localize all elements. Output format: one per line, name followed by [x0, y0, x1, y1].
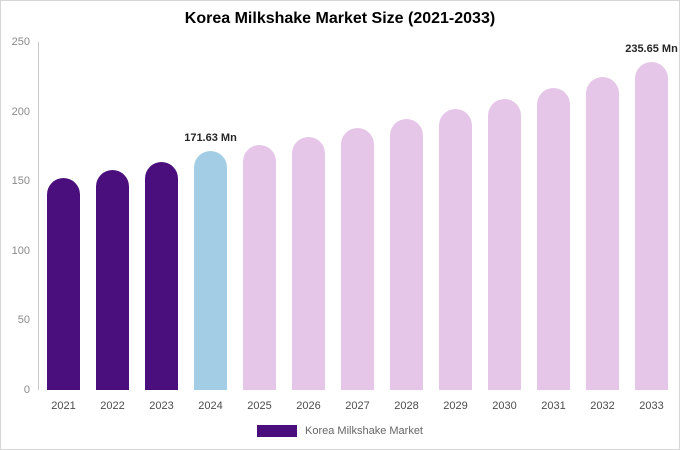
plot-box: 2021 2022 2023 2024 171.63 Mn 2025 2026 2027 202… [38, 42, 678, 412]
bar-2024 [194, 151, 227, 390]
bar-2030 [488, 99, 521, 390]
bar-2029 [439, 108, 472, 390]
value-label: 171.63 Mn [184, 132, 237, 145]
bar-column-2028: 2028 [382, 42, 431, 412]
bar-column-2030: 2030 [480, 42, 529, 412]
bar-column-2033: 2033 235.65 Mn [625, 42, 678, 412]
bar-2022 [96, 170, 129, 390]
y-tick-label: 250 [11, 36, 30, 48]
x-axis-label: 2031 [541, 400, 566, 412]
bar-2032 [586, 76, 619, 390]
y-tick-label: 100 [11, 244, 30, 257]
x-axis-label: 2026 [296, 400, 321, 412]
x-axis-label: 2022 [100, 400, 125, 412]
x-axis-label: 2027 [345, 400, 370, 412]
bar-column-2022: 2022 [88, 42, 137, 412]
x-axis-label: 2030 [492, 400, 517, 412]
bar-2026 [292, 136, 325, 390]
bar-2021 [47, 178, 80, 390]
value-label: 235.65 Mn [625, 42, 678, 55]
bar-column-2027: 2027 [333, 42, 382, 412]
bar-2028 [390, 118, 423, 390]
bar-column-2029: 2029 [431, 42, 480, 412]
bar-2031 [537, 87, 570, 390]
x-axis-label: 2025 [247, 400, 272, 412]
y-axis: 0 50 100 150 200 250 [6, 36, 32, 396]
legend-swatch [257, 425, 297, 437]
bar-column-2032: 2032 [578, 42, 627, 412]
legend-label: Korea Milkshake Market [305, 425, 423, 437]
bar-2025 [243, 145, 276, 390]
x-axis-label: 2021 [51, 400, 76, 412]
x-axis-label: 2029 [443, 400, 468, 412]
y-tick-label: 50 [17, 314, 30, 327]
y-tick-label: 0 [23, 384, 30, 396]
legend: Korea Milkshake Market [0, 425, 680, 437]
bar-column-2026: 2026 [284, 42, 333, 412]
bar-2023 [145, 161, 178, 390]
x-axis-label: 2024 [198, 400, 223, 412]
y-tick-label: 150 [11, 175, 30, 188]
bar-column-2024: 2024 171.63 Mn [184, 42, 237, 412]
bar-2033 [635, 61, 668, 390]
y-tick-label: 200 [11, 105, 30, 118]
bar-column-2023: 2023 [137, 42, 186, 412]
x-axis-label: 2023 [149, 400, 174, 412]
bar-column-2021: 2021 [39, 42, 88, 412]
bar-2027 [341, 128, 374, 390]
plot-area: 0 50 100 150 200 250 2021 2022 2023 2024 171.63 M… [6, 36, 680, 412]
bar-column-2031: 2031 [529, 42, 578, 412]
chart-title: Korea Milkshake Market Size (2021-2033) [184, 10, 496, 27]
x-axis-label: 2033 [639, 400, 664, 412]
x-axis-label: 2028 [394, 400, 419, 412]
x-axis-label: 2032 [590, 400, 615, 412]
bar-column-2025: 2025 [235, 42, 284, 412]
